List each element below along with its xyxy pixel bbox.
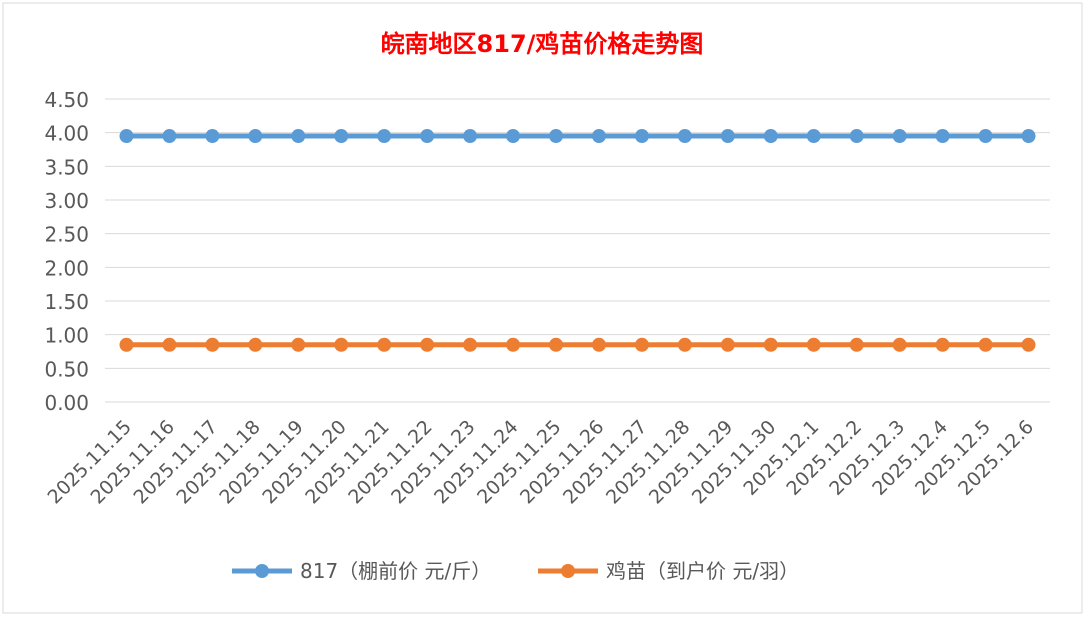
- data-point: [591, 337, 606, 352]
- data-point: [892, 129, 907, 144]
- data-point: [162, 129, 177, 144]
- data-point: [549, 129, 564, 144]
- data-point: [935, 129, 950, 144]
- data-point: [291, 337, 306, 352]
- data-point: [978, 129, 993, 144]
- data-point: [506, 129, 521, 144]
- data-point: [806, 337, 821, 352]
- y-tick-label: 4.50: [44, 88, 89, 112]
- data-point: [420, 337, 435, 352]
- data-point: [506, 337, 521, 352]
- y-tick-label: 1.50: [44, 290, 89, 314]
- data-point: [549, 337, 564, 352]
- data-point: [763, 129, 778, 144]
- data-point: [420, 129, 435, 144]
- data-point: [119, 337, 134, 352]
- data-point: [248, 337, 263, 352]
- data-point: [720, 337, 735, 352]
- data-point: [334, 129, 349, 144]
- data-point: [291, 129, 306, 144]
- data-point: [334, 337, 349, 352]
- data-point: [935, 337, 950, 352]
- y-tick-label: 2.50: [44, 223, 89, 247]
- data-point: [677, 129, 692, 144]
- data-point: [720, 129, 735, 144]
- data-point: [119, 129, 134, 144]
- data-point: [634, 337, 649, 352]
- data-point: [634, 129, 649, 144]
- data-point: [677, 337, 692, 352]
- data-point: [463, 129, 478, 144]
- data-point: [205, 129, 220, 144]
- series-group: [119, 129, 1036, 352]
- data-point: [377, 337, 392, 352]
- data-point: [806, 129, 821, 144]
- y-tick-label: 3.00: [44, 189, 89, 213]
- y-axis: 0.00 0.50 1.00 1.50 2.00 2.50 3.00 3.50 4.00 4.50: [44, 88, 89, 415]
- y-tick-label: 0.00: [44, 391, 89, 415]
- y-tick-label: 1.00: [44, 324, 89, 348]
- data-point: [463, 337, 478, 352]
- data-point: [978, 337, 993, 352]
- data-point: [205, 337, 220, 352]
- data-point: [1021, 129, 1036, 144]
- data-point: [377, 129, 392, 144]
- data-point: [849, 129, 864, 144]
- data-point: [1021, 337, 1036, 352]
- data-point: [849, 337, 864, 352]
- chart-title: 皖南地区817/鸡苗价格走势图: [381, 30, 704, 58]
- data-point: [248, 129, 263, 144]
- y-tick-label: 4.00: [44, 122, 89, 146]
- data-point: [763, 337, 778, 352]
- legend-marker: [255, 564, 269, 578]
- y-tick-label: 0.50: [44, 357, 89, 381]
- legend: 817（棚前价 元/斤） 鸡苗（到户价 元/羽）: [232, 559, 799, 583]
- legend-label: 鸡苗（到户价 元/羽）: [606, 559, 799, 583]
- data-point: [591, 129, 606, 144]
- y-tick-label: 2.00: [44, 256, 89, 280]
- legend-label: 817（棚前价 元/斤）: [300, 559, 491, 583]
- data-point: [162, 337, 177, 352]
- gridlines: [105, 98, 1050, 403]
- data-point: [892, 337, 907, 352]
- legend-marker: [561, 564, 575, 578]
- y-tick-label: 3.50: [44, 155, 89, 179]
